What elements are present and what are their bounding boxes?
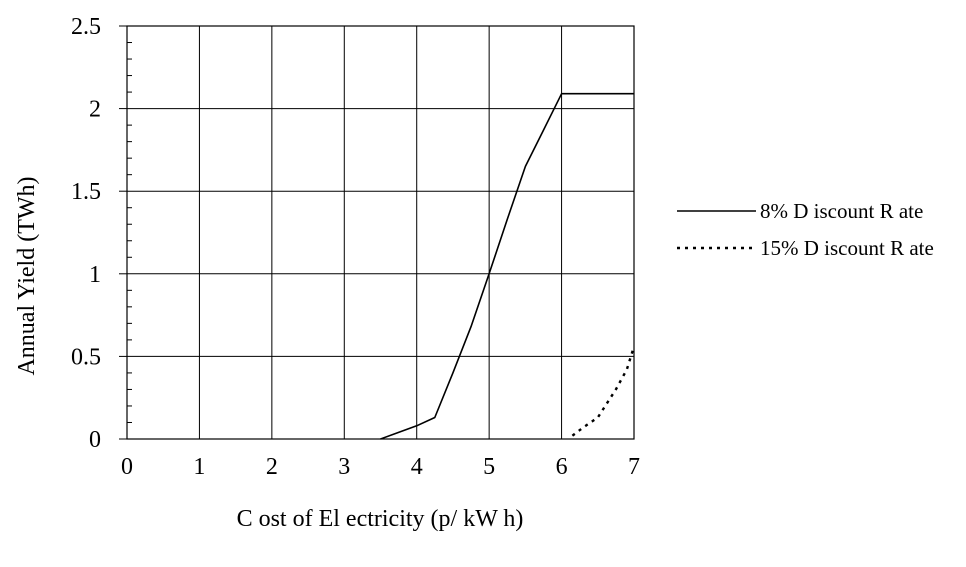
series-line-1 — [380, 92, 634, 440]
y-tick-label: 0.5 — [71, 344, 101, 370]
tick-labels: 0 1 2 3 4 5 6 7 0 0.5 1 1.5 2 2.5 — [71, 14, 640, 480]
x-axis-title: C ost of El ectricity (p/ kW h) — [237, 506, 524, 532]
y-tick-label: 2 — [89, 97, 101, 123]
y-tick-label: 1 — [89, 262, 101, 288]
ticks — [119, 25, 132, 440]
x-tick-label: 5 — [483, 454, 495, 480]
y-axis-title: Annual Yield (TWh) — [14, 176, 40, 375]
x-tick-label: 4 — [411, 454, 423, 480]
legend: 8% D iscount R ate 15% D iscount R ate — [677, 199, 934, 260]
plot-frame — [126, 25, 635, 440]
y-tick-label: 2.5 — [71, 14, 101, 40]
series-lines — [380, 92, 636, 440]
x-tick-label: 0 — [121, 454, 133, 480]
x-tick-label: 3 — [338, 454, 350, 480]
legend-label-1: 8% D iscount R ate — [760, 199, 923, 223]
y-tick-label: 1.5 — [71, 179, 101, 205]
x-tick-label: 2 — [266, 454, 278, 480]
series-line-2 — [571, 346, 636, 437]
legend-label-2: 15% D iscount R ate — [760, 236, 934, 260]
x-tick-label: 1 — [193, 454, 205, 480]
x-tick-label: 7 — [628, 454, 640, 480]
x-tick-label: 6 — [556, 454, 568, 480]
grid — [127, 26, 634, 439]
y-tick-label: 0 — [89, 427, 101, 453]
